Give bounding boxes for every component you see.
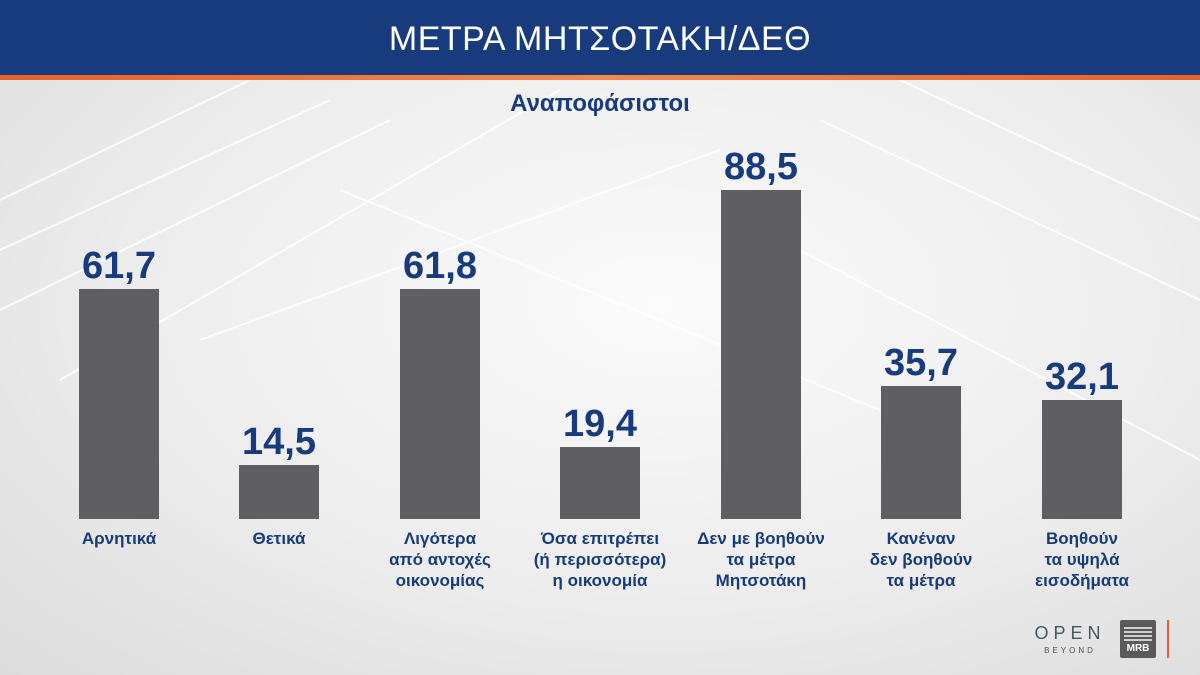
data-label: 32,1 — [1045, 355, 1119, 398]
chart-title: Αναποφάσιστοι — [510, 90, 690, 117]
header-accent-stripe — [0, 75, 1200, 80]
open-logo-text: OPEN — [1034, 623, 1106, 643]
category-label: Λιγότερα από αντοχές οικονομίας — [389, 529, 491, 590]
bar — [721, 189, 801, 519]
data-label: 19,4 — [563, 402, 637, 445]
bar — [881, 386, 961, 519]
category-label: Δεν με βοηθούν τα μέτρα Μητσοτάκη — [697, 529, 825, 590]
header-bar — [0, 0, 1200, 75]
bar — [560, 446, 640, 519]
page-title: ΜΕΤΡΑ ΜΗΤΣΟΤΑΚΗ/ΔΕΘ — [388, 20, 812, 58]
data-label: 88,5 — [724, 145, 798, 188]
bar — [79, 289, 159, 519]
bar — [400, 289, 480, 519]
category-label: Αρνητικά — [81, 529, 157, 548]
mrb-logo-lines — [1124, 625, 1152, 641]
category-label: Θετικά — [252, 529, 306, 548]
open-logo-subtext: BEYOND — [1044, 646, 1096, 655]
category-label: Κανέναν δεν βοηθούν τα μέτρα — [869, 529, 973, 590]
category-label: Βοηθούν τα υψηλά εισοδήματα — [1035, 529, 1129, 590]
logo-divider — [1167, 620, 1169, 658]
bar — [239, 465, 319, 519]
mrb-logo: MRB — [1120, 620, 1156, 658]
category-label: Όσα επιτρέπει (ή περισσότερα) η οικονομί… — [533, 529, 667, 590]
mrb-logo-text: MRB — [1126, 643, 1150, 654]
data-label: 14,5 — [242, 421, 316, 464]
bar — [1042, 399, 1122, 519]
data-label: 61,7 — [82, 245, 156, 288]
open-logo: OPEN BEYOND — [1030, 623, 1110, 655]
data-label: 35,7 — [884, 342, 958, 385]
data-label: 61,8 — [403, 245, 477, 288]
